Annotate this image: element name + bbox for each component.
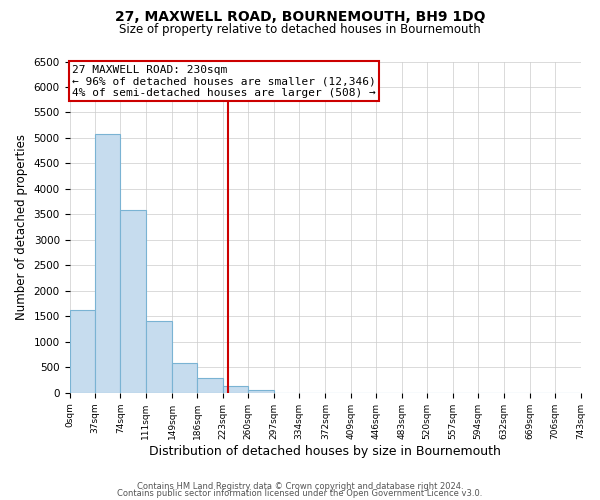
Text: Contains HM Land Registry data © Crown copyright and database right 2024.: Contains HM Land Registry data © Crown c… bbox=[137, 482, 463, 491]
Bar bbox=[197, 378, 223, 393]
Text: 27, MAXWELL ROAD, BOURNEMOUTH, BH9 1DQ: 27, MAXWELL ROAD, BOURNEMOUTH, BH9 1DQ bbox=[115, 10, 485, 24]
Bar bbox=[146, 322, 172, 393]
Bar bbox=[248, 390, 274, 393]
Bar bbox=[95, 134, 121, 393]
X-axis label: Distribution of detached houses by size in Bournemouth: Distribution of detached houses by size … bbox=[149, 444, 501, 458]
Bar bbox=[121, 210, 146, 393]
Text: Contains public sector information licensed under the Open Government Licence v3: Contains public sector information licen… bbox=[118, 490, 482, 498]
Bar bbox=[70, 310, 95, 393]
Text: Size of property relative to detached houses in Bournemouth: Size of property relative to detached ho… bbox=[119, 22, 481, 36]
Text: 27 MAXWELL ROAD: 230sqm
← 96% of detached houses are smaller (12,346)
4% of semi: 27 MAXWELL ROAD: 230sqm ← 96% of detache… bbox=[72, 65, 376, 98]
Bar bbox=[223, 386, 248, 393]
Y-axis label: Number of detached properties: Number of detached properties bbox=[15, 134, 28, 320]
Bar bbox=[172, 363, 197, 393]
